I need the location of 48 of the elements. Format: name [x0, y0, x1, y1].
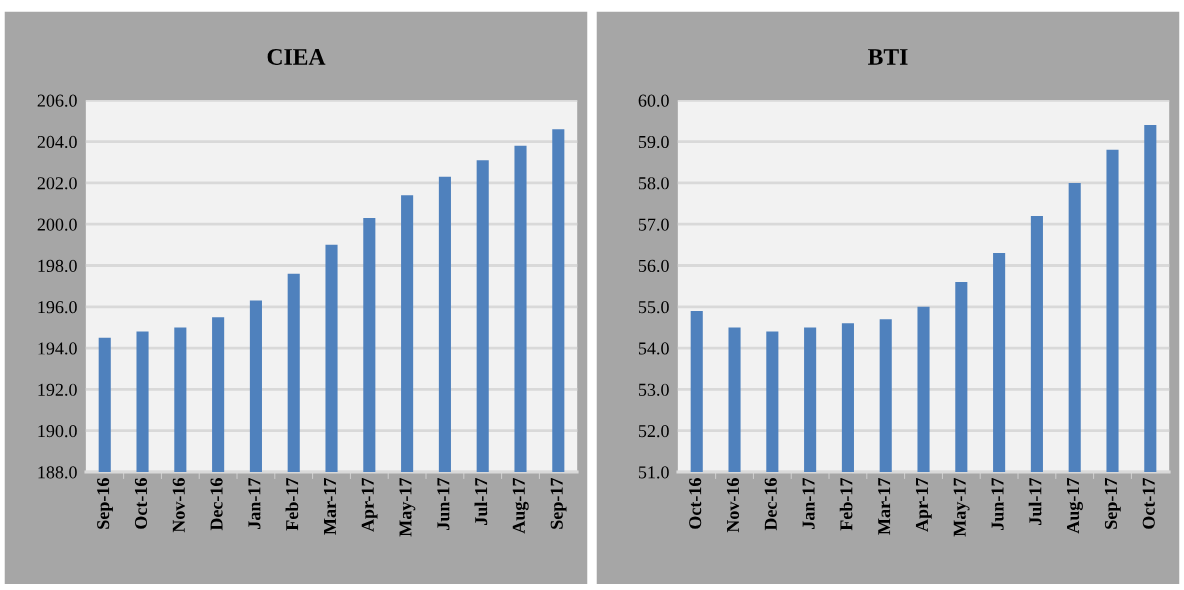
x-tick-label: Jan-17 [248, 477, 261, 529]
y-tick-label: 57.0 [638, 218, 669, 231]
y-tick-label: 54.0 [638, 342, 669, 355]
x-tick-label: Apr-17 [915, 478, 932, 532]
x-tick-label: Jan-17 [802, 477, 815, 529]
y-tick-label: 60.0 [638, 94, 669, 107]
y-tick-label: 58.0 [638, 177, 669, 190]
y-tick-label: 59.0 [638, 135, 669, 149]
x-tick-label: Nov-16 [726, 478, 740, 533]
x-tick-label: May-17 [399, 478, 416, 537]
y-tick-label: 51.0 [638, 466, 669, 479]
x-tick-label: May-17 [953, 478, 970, 537]
x-tick-label: Jun-17 [991, 477, 1004, 530]
y-tick-label: 188.0 [38, 466, 77, 479]
x-tick-label: Aug-17 [1066, 477, 1083, 534]
x-tick-label: Sep-16 [97, 478, 113, 529]
y-tick-label: 202.0 [37, 177, 77, 190]
x-tick-label: Nov-16 [172, 478, 185, 533]
x-tick-label: Jun-17 [437, 477, 450, 530]
chart-title: CIEA [267, 49, 326, 65]
y-tick-label: 55.0 [638, 301, 669, 314]
y-tick-label: 53.0 [638, 383, 669, 396]
x-tick-label: Mar-17 [323, 478, 337, 535]
x-tick-label: Jul-17 [1028, 477, 1042, 525]
y-tick-label: 190.0 [38, 424, 77, 438]
x-tick-label: Oct-17 [1142, 477, 1155, 529]
x-tick-label: Oct-16 [134, 478, 148, 529]
y-tick-label: 206.0 [37, 94, 77, 107]
x-tick-label: Feb-17 [839, 477, 853, 531]
x-tick-label: Sep-17 [1104, 477, 1121, 529]
y-tick-label: 196.0 [38, 301, 77, 314]
y-tick-label: 198.0 [38, 259, 77, 273]
x-tick-label: Jul-17 [474, 477, 488, 525]
x-tick-label: Sep-17 [550, 477, 567, 529]
y-tick-label: 52.0 [638, 424, 669, 438]
y-tick-label: 56.0 [638, 259, 669, 273]
x-tick-label: Dec-16 [764, 478, 777, 531]
x-tick-label: Apr-17 [361, 478, 378, 532]
x-tick-label: Mar-17 [878, 478, 891, 535]
y-tick-label: 200.0 [37, 218, 77, 231]
y-tick-label: 204.0 [37, 135, 77, 149]
y-tick-label: 192.0 [38, 383, 77, 396]
x-tick-label: Dec-16 [210, 478, 223, 531]
x-tick-label: Aug-17 [512, 477, 529, 534]
y-tick-label: 194.0 [38, 342, 77, 355]
x-tick-label: Feb-17 [285, 477, 299, 531]
x-tick-label: Oct-16 [689, 478, 702, 529]
chart-title: BTI [868, 49, 908, 65]
